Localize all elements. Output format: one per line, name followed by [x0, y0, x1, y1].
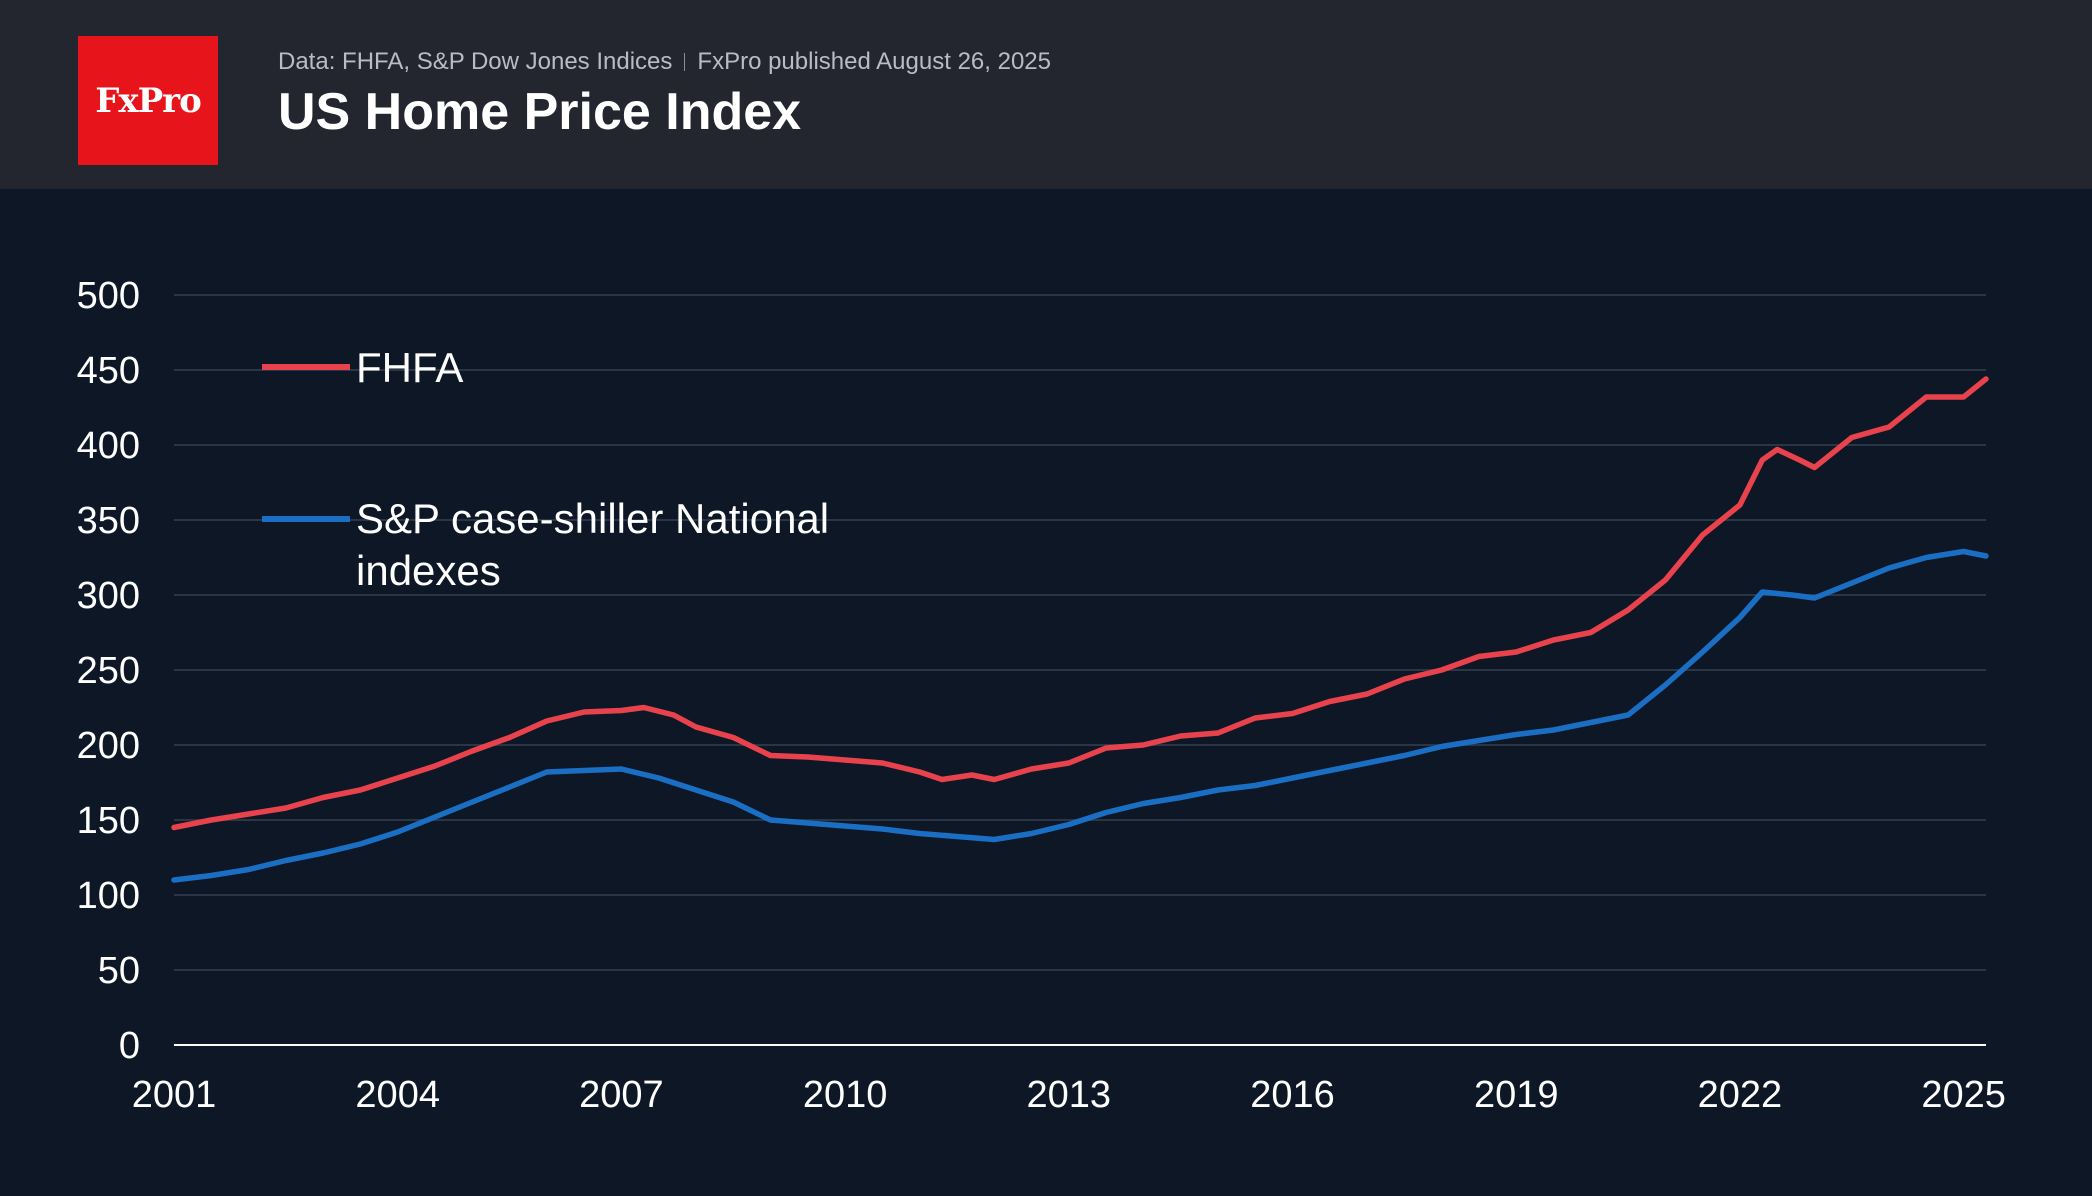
y-tick-label: 50 — [98, 950, 140, 992]
series-line-fhfa — [171, 376, 1989, 831]
gridlines — [174, 294, 1986, 1046]
fxpro-logo: FxPro — [78, 36, 218, 165]
x-tick-label: 2004 — [355, 1074, 440, 1116]
x-tick-label: 2007 — [579, 1074, 664, 1116]
x-tick-label: 2013 — [1027, 1074, 1112, 1116]
y-tick-label: 0 — [119, 1025, 140, 1067]
x-tick-label: 2025 — [1921, 1074, 2006, 1116]
header-bar: FxPro Data: FHFA, S&P Dow Jones Indices F… — [0, 0, 2092, 189]
y-axis-ticks: 0 50 100 150 200 250 300 350 400 450 500 — [77, 275, 140, 1067]
data-source-line: Data: FHFA, S&P Dow Jones Indices FxPro p… — [278, 48, 1051, 76]
y-tick-label: 100 — [77, 875, 140, 917]
legend: FHFA S&P case-shiller National indexes — [262, 344, 829, 594]
x-axis-ticks: 2001 2004 2007 2010 2013 2016 2019 2022 2025 — [132, 1074, 2006, 1116]
y-tick-label: 300 — [77, 575, 140, 617]
logo-text: FxPro — [95, 80, 202, 121]
y-tick-label: 150 — [77, 800, 140, 842]
x-tick-label: 2019 — [1474, 1074, 1559, 1116]
legend-label-fhfa: FHFA — [356, 344, 463, 391]
y-tick-label: 450 — [77, 350, 140, 392]
y-tick-label: 500 — [77, 275, 140, 317]
legend-label-sp-line2: indexes — [356, 547, 501, 594]
y-tick-label: 400 — [77, 425, 140, 467]
source-divider — [684, 53, 686, 71]
x-tick-label: 2022 — [1698, 1074, 1783, 1116]
y-tick-label: 200 — [77, 725, 140, 767]
x-tick-label: 2016 — [1250, 1074, 1335, 1116]
legend-label-sp: S&P case-shiller National — [356, 495, 829, 542]
y-tick-label: 250 — [77, 650, 140, 692]
y-tick-label: 350 — [77, 500, 140, 542]
x-tick-label: 2010 — [803, 1074, 888, 1116]
data-source: Data: FHFA, S&P Dow Jones Indices — [278, 48, 673, 75]
x-tick-label: 2001 — [132, 1074, 217, 1116]
page-title: US Home Price Index — [278, 83, 802, 141]
series-line-sp-case-shiller — [171, 548, 1989, 883]
publish-info: FxPro published August 26, 2025 — [697, 48, 1051, 75]
series-lines — [171, 376, 1989, 883]
